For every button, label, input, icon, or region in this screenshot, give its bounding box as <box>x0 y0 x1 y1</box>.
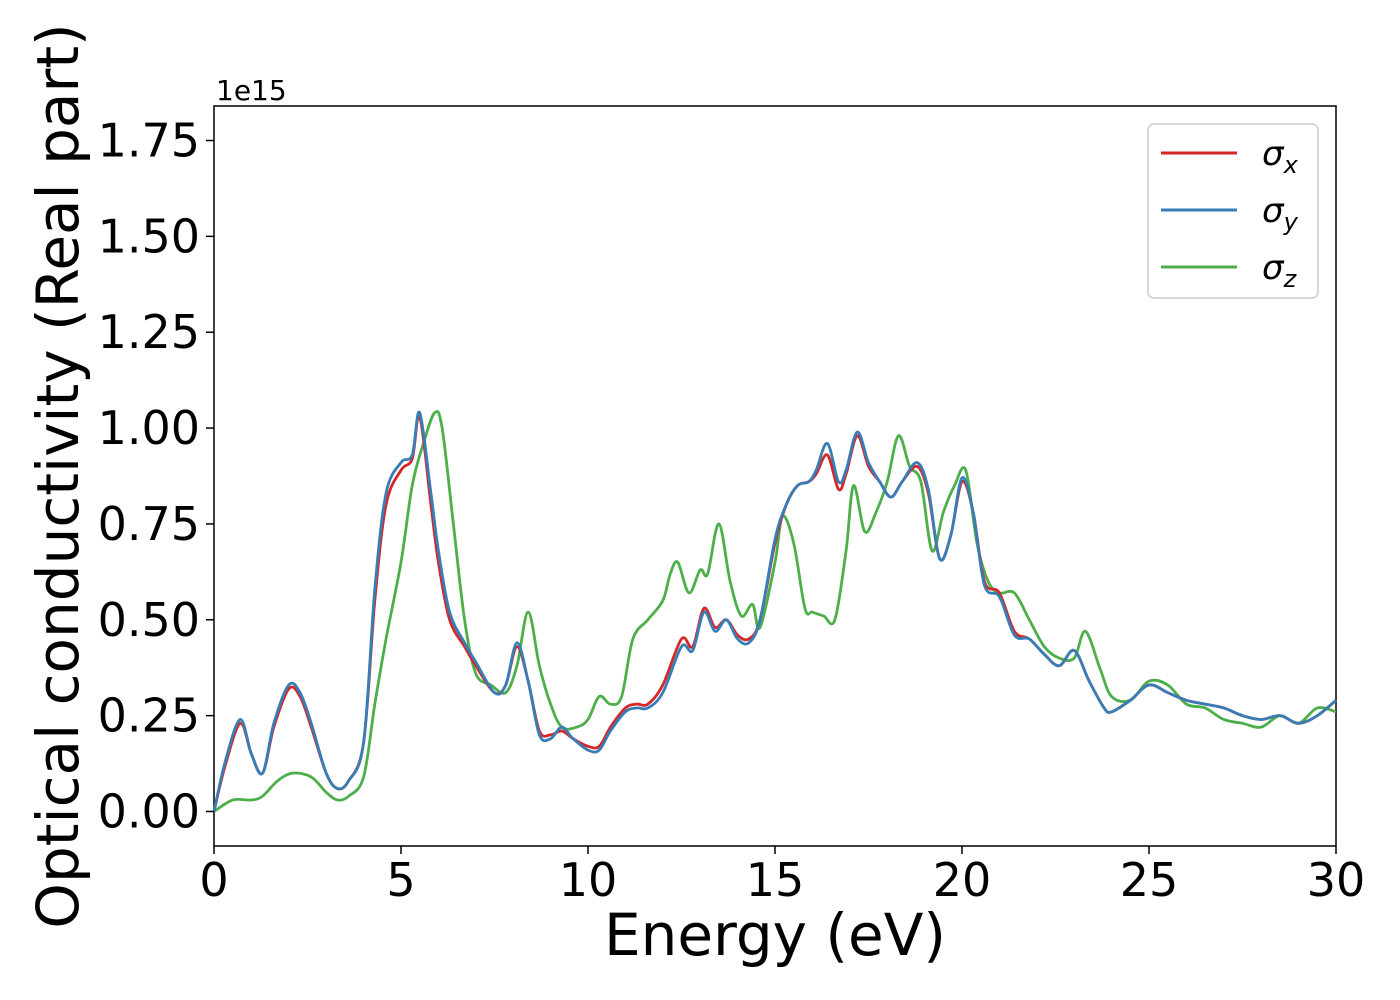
legend-label-subscript: z <box>1283 265 1298 293</box>
x-tick-label: 0 <box>199 853 228 907</box>
legend-label-base: σ <box>1262 134 1285 174</box>
y-offset-label: 1e15 <box>216 74 287 107</box>
x-tick-label: 10 <box>559 853 618 907</box>
x-tick-label: 5 <box>386 853 415 907</box>
y-tick-label: 0.75 <box>98 497 200 551</box>
y-tick-label: 0.25 <box>98 689 200 743</box>
x-tick-label: 30 <box>1307 853 1366 907</box>
legend-label-x: σx <box>1262 134 1299 179</box>
series-line-z <box>213 410 1337 813</box>
series-line-y <box>212 410 1337 812</box>
x-tick-label: 25 <box>1120 853 1179 907</box>
legend-label-y: σy <box>1262 191 1299 236</box>
series-layer <box>212 410 1337 813</box>
x-axis: 0 5 10 15 20 25 30 <box>199 846 1365 907</box>
y-tick-label: 1.50 <box>98 209 200 263</box>
y-tick-label: 0.50 <box>98 593 200 647</box>
y-axis-title: Optical conductivity (Real part) <box>24 23 92 928</box>
legend-label-base: σ <box>1262 191 1285 231</box>
legend-label-subscript: y <box>1283 208 1299 236</box>
legend-label-base: σ <box>1262 248 1285 288</box>
x-axis-title: Energy (eV) <box>604 901 946 969</box>
y-tick-label: 0.00 <box>98 784 200 838</box>
series-line-x <box>212 414 1337 812</box>
x-tick-label: 15 <box>746 853 805 907</box>
y-tick-label: 1.75 <box>98 114 200 168</box>
x-tick-label: 20 <box>933 853 992 907</box>
y-tick-label: 1.25 <box>98 305 200 359</box>
y-axis: 0.00 0.25 0.50 0.75 1.00 1.25 1.50 1.75 <box>98 114 214 838</box>
legend-label-subscript: x <box>1283 151 1299 179</box>
y-tick-label: 1.00 <box>98 401 200 455</box>
legend-label-z: σz <box>1262 248 1298 293</box>
